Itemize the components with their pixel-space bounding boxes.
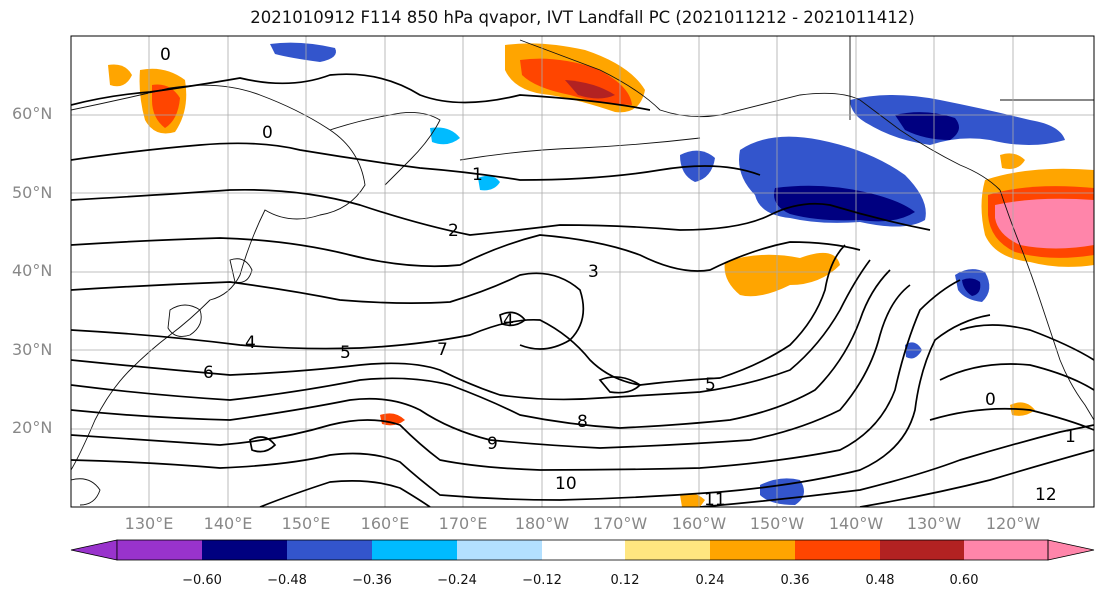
contour-labels: 2 3 4 5 6 7 8 9 10 11 12 0 0 0 1 1 5 4 [160,45,1076,510]
contour-label: 1 [1065,427,1076,447]
strong-negative-core [774,185,915,222]
map-frame [70,35,1095,508]
contour-9 [71,279,961,471]
contour-label: 7 [437,340,448,360]
asia-coast [71,84,366,471]
contour-label: 0 [262,123,273,143]
colorbar-tick-label: −0.24 [437,573,477,588]
contour-label: 5 [705,375,716,395]
lon-label: 130°W [906,514,962,533]
contour-3 [71,234,861,272]
contour-5 [71,244,846,386]
contour-label: 4 [245,333,256,353]
colorbar-tick-label: 0.36 [780,573,810,588]
lon-label: 140°E [203,514,253,533]
colorbar-tick-label: −0.60 [182,573,222,588]
alaska-coast [519,39,1001,191]
contour-label: 6 [203,363,214,383]
strong-negative-panhandle [895,112,959,140]
philippines-coast [71,478,101,506]
contour-2 [71,188,931,236]
lon-label: 150°W [749,514,805,533]
lon-label: 160°E [360,514,410,533]
lon-label: 130°E [124,514,174,533]
contour-label: 10 [555,474,577,494]
north-america-coast [999,189,1094,421]
lon-label: 120°W [985,514,1041,533]
contour-label: 2 [448,221,459,241]
contour-label: 5 [340,343,351,363]
colorbar [70,539,1095,561]
contour-label: 11 [704,490,726,510]
aleutians [459,137,701,161]
colorbar-tick-label: −0.48 [267,573,307,588]
contour-label: 1 [472,165,483,185]
lat-label: 30°N [12,340,53,359]
figure-title: 2021010912 F114 850 hPa qvapor, IVT Land… [250,8,915,27]
graticule [71,36,1094,507]
colorbar-tick-label: 0.24 [695,573,725,588]
lat-label: 20°N [12,418,53,437]
colorbar-tick-label: −0.36 [352,573,392,588]
contour-label: 0 [985,390,996,410]
japan-coast [167,304,202,337]
lat-label: 60°N [12,104,53,123]
colorbar-tick-label: −0.12 [522,573,562,588]
colorbar-extend-high [1047,539,1095,561]
lon-label: 170°W [592,514,648,533]
ivt-contours [71,73,1094,507]
lon-label: 180°W [514,514,570,533]
contour-small-loops [249,311,642,453]
map-content: 2 3 4 5 6 7 8 9 10 11 12 0 0 0 1 1 5 4 [71,36,1094,510]
contour-4 [71,272,585,350]
strong-positive-core [995,198,1094,249]
colorbar-tick-label: 0.60 [949,573,979,588]
colorbar-tick-label: 0.12 [610,573,640,588]
contour-label: 3 [588,262,599,282]
contour-11 [259,424,1094,507]
contour-label: 8 [577,412,588,432]
contour-label: 9 [487,434,498,454]
contour-6 [71,259,871,401]
contour-8 [71,284,911,449]
contour-10 [71,314,991,501]
contour-label: 12 [1035,485,1057,505]
contour-label: 0 [160,45,171,65]
colorbar-tick-label: 0.48 [865,573,895,588]
lat-label: 40°N [12,261,53,280]
coastlines [71,36,1094,506]
lat-label: 50°N [12,183,53,202]
kamchatka-coast [329,111,441,186]
contour-12 [859,449,1094,507]
contour-east-loop [929,324,1094,431]
lon-label: 160°W [671,514,727,533]
contour-0-north [71,73,651,111]
lon-label: 170°E [438,514,488,533]
contour-label: 4 [503,311,514,331]
contour-1 [71,142,761,181]
contour-7 [71,269,891,429]
colorbar-extend-low [70,539,118,561]
lon-label: 140°W [828,514,884,533]
lon-label: 150°E [281,514,331,533]
